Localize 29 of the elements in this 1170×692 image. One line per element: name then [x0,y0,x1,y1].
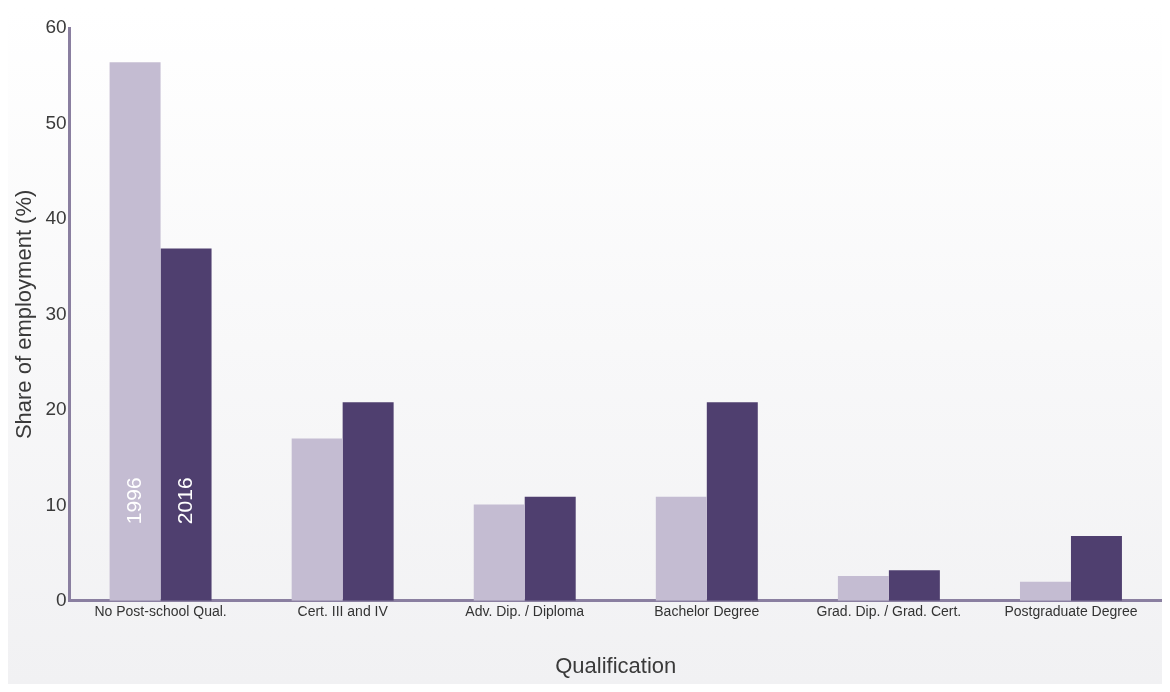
y-tick-label: 40 [45,207,67,229]
bar [837,575,889,601]
bar [1019,581,1071,601]
bar [655,496,707,601]
bar [1070,535,1122,601]
y-tick-label: 30 [45,302,67,324]
series-label: 2016 [172,477,196,525]
x-tick-label: Adv. Dip. / Diploma [465,603,585,620]
bar [524,496,576,601]
bar [342,402,394,601]
x-tick-label: Grad. Dip. / Grad. Cert. [816,603,962,620]
bar [473,504,525,601]
series-label: 1996 [121,477,145,525]
bar [706,402,758,601]
bar [888,570,940,601]
x-tick-label: Cert. III and IV [297,603,389,620]
bar [160,248,212,601]
y-tick-label: 0 [55,589,67,611]
x-tick-label: No Post-school Qual. [94,603,227,620]
y-axis-title: Share of employment (%) [11,189,37,440]
x-tick-label: Bachelor Degree [654,603,760,620]
x-axis-title: Qualification [555,652,677,678]
bar [109,62,161,601]
y-tick-label: 60 [45,16,67,38]
y-tick-label: 20 [45,398,67,420]
bar [291,438,343,601]
y-tick-label: 10 [45,493,67,515]
y-tick-label: 50 [45,111,67,133]
x-tick-label: Postgraduate Degree [1004,603,1138,620]
